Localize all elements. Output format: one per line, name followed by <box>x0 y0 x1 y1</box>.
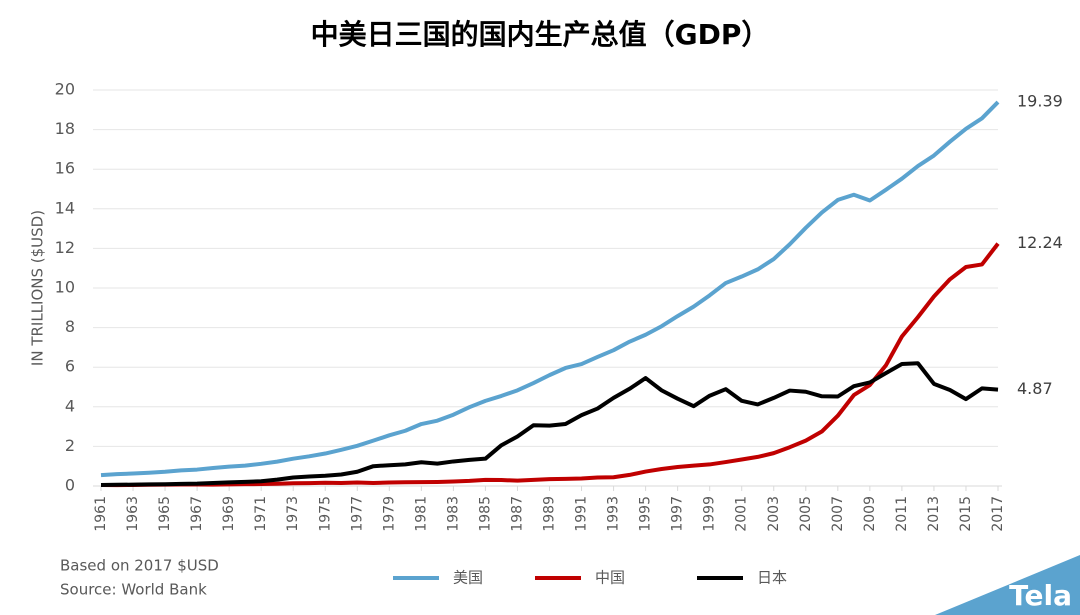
x-tick-label: 1975 <box>317 496 333 532</box>
y-tick-label: 2 <box>65 436 75 455</box>
x-tick-label: 1969 <box>221 496 237 532</box>
y-tick-label: 12 <box>55 238 75 257</box>
end-label: 19.39 <box>1017 92 1063 111</box>
y-tick-label: 6 <box>65 357 75 376</box>
source-note: Source: World Bank <box>60 581 207 599</box>
x-tick-label: 1999 <box>702 496 718 532</box>
x-tick-label: 2017 <box>990 496 1006 532</box>
x-tick-label: 1981 <box>413 496 429 532</box>
chart-title: 中美日三国的国内生产总值（GDP） <box>311 18 770 51</box>
x-tick-label: 2005 <box>798 496 814 532</box>
x-tick-label: 2013 <box>926 496 942 532</box>
y-tick-label: 16 <box>55 159 75 178</box>
x-tick-label: 2009 <box>862 496 878 532</box>
x-tick-label: 1979 <box>381 496 397 532</box>
legend-label: 中国 <box>595 569 625 587</box>
y-tick-label: 18 <box>55 119 75 138</box>
x-tick-label: 1973 <box>285 496 301 532</box>
series-line <box>100 100 1000 478</box>
y-tick-label: 0 <box>65 476 75 495</box>
x-tick-label: 1989 <box>542 496 558 532</box>
y-axis-label: IN TRILLIONS ($USD) <box>29 210 47 366</box>
x-tick-label: 1971 <box>253 496 269 532</box>
x-tick-label: 1967 <box>189 496 205 532</box>
end-label: 12.24 <box>1017 233 1063 252</box>
x-tick-label: 1985 <box>477 496 493 532</box>
x-tick-label: 1965 <box>157 496 173 532</box>
x-tick-label: 1961 <box>93 496 109 532</box>
series-line <box>100 361 999 488</box>
series-line <box>100 242 1000 488</box>
x-tick-label: 1991 <box>574 496 590 532</box>
x-tick-label: 2015 <box>958 496 974 532</box>
x-tick-label: 1987 <box>509 496 525 532</box>
note: Based on 2017 $USD <box>60 557 219 575</box>
x-tick-label: 2007 <box>830 496 846 532</box>
watermark: Tela <box>1009 579 1072 612</box>
x-tick-label: 1983 <box>445 496 461 532</box>
x-tick-label: 1993 <box>606 496 622 532</box>
x-tick-label: 1995 <box>638 496 654 532</box>
x-tick-label: 2011 <box>894 496 910 532</box>
x-tick-label: 1997 <box>670 496 686 532</box>
logo-shape <box>935 555 1080 615</box>
y-tick-label: 20 <box>55 80 75 99</box>
x-tick-label: 1963 <box>125 496 141 532</box>
x-tick-label: 2001 <box>734 496 750 532</box>
y-tick-label: 4 <box>65 396 75 415</box>
legend-label: 美国 <box>453 569 483 587</box>
x-tick-label: 2003 <box>766 496 782 532</box>
legend-label: 日本 <box>757 569 787 587</box>
end-label: 4.87 <box>1017 379 1053 398</box>
x-tick-label: 1977 <box>349 496 365 532</box>
y-tick-label: 10 <box>55 278 75 297</box>
y-tick-label: 8 <box>65 317 75 336</box>
y-tick-label: 14 <box>55 198 75 217</box>
